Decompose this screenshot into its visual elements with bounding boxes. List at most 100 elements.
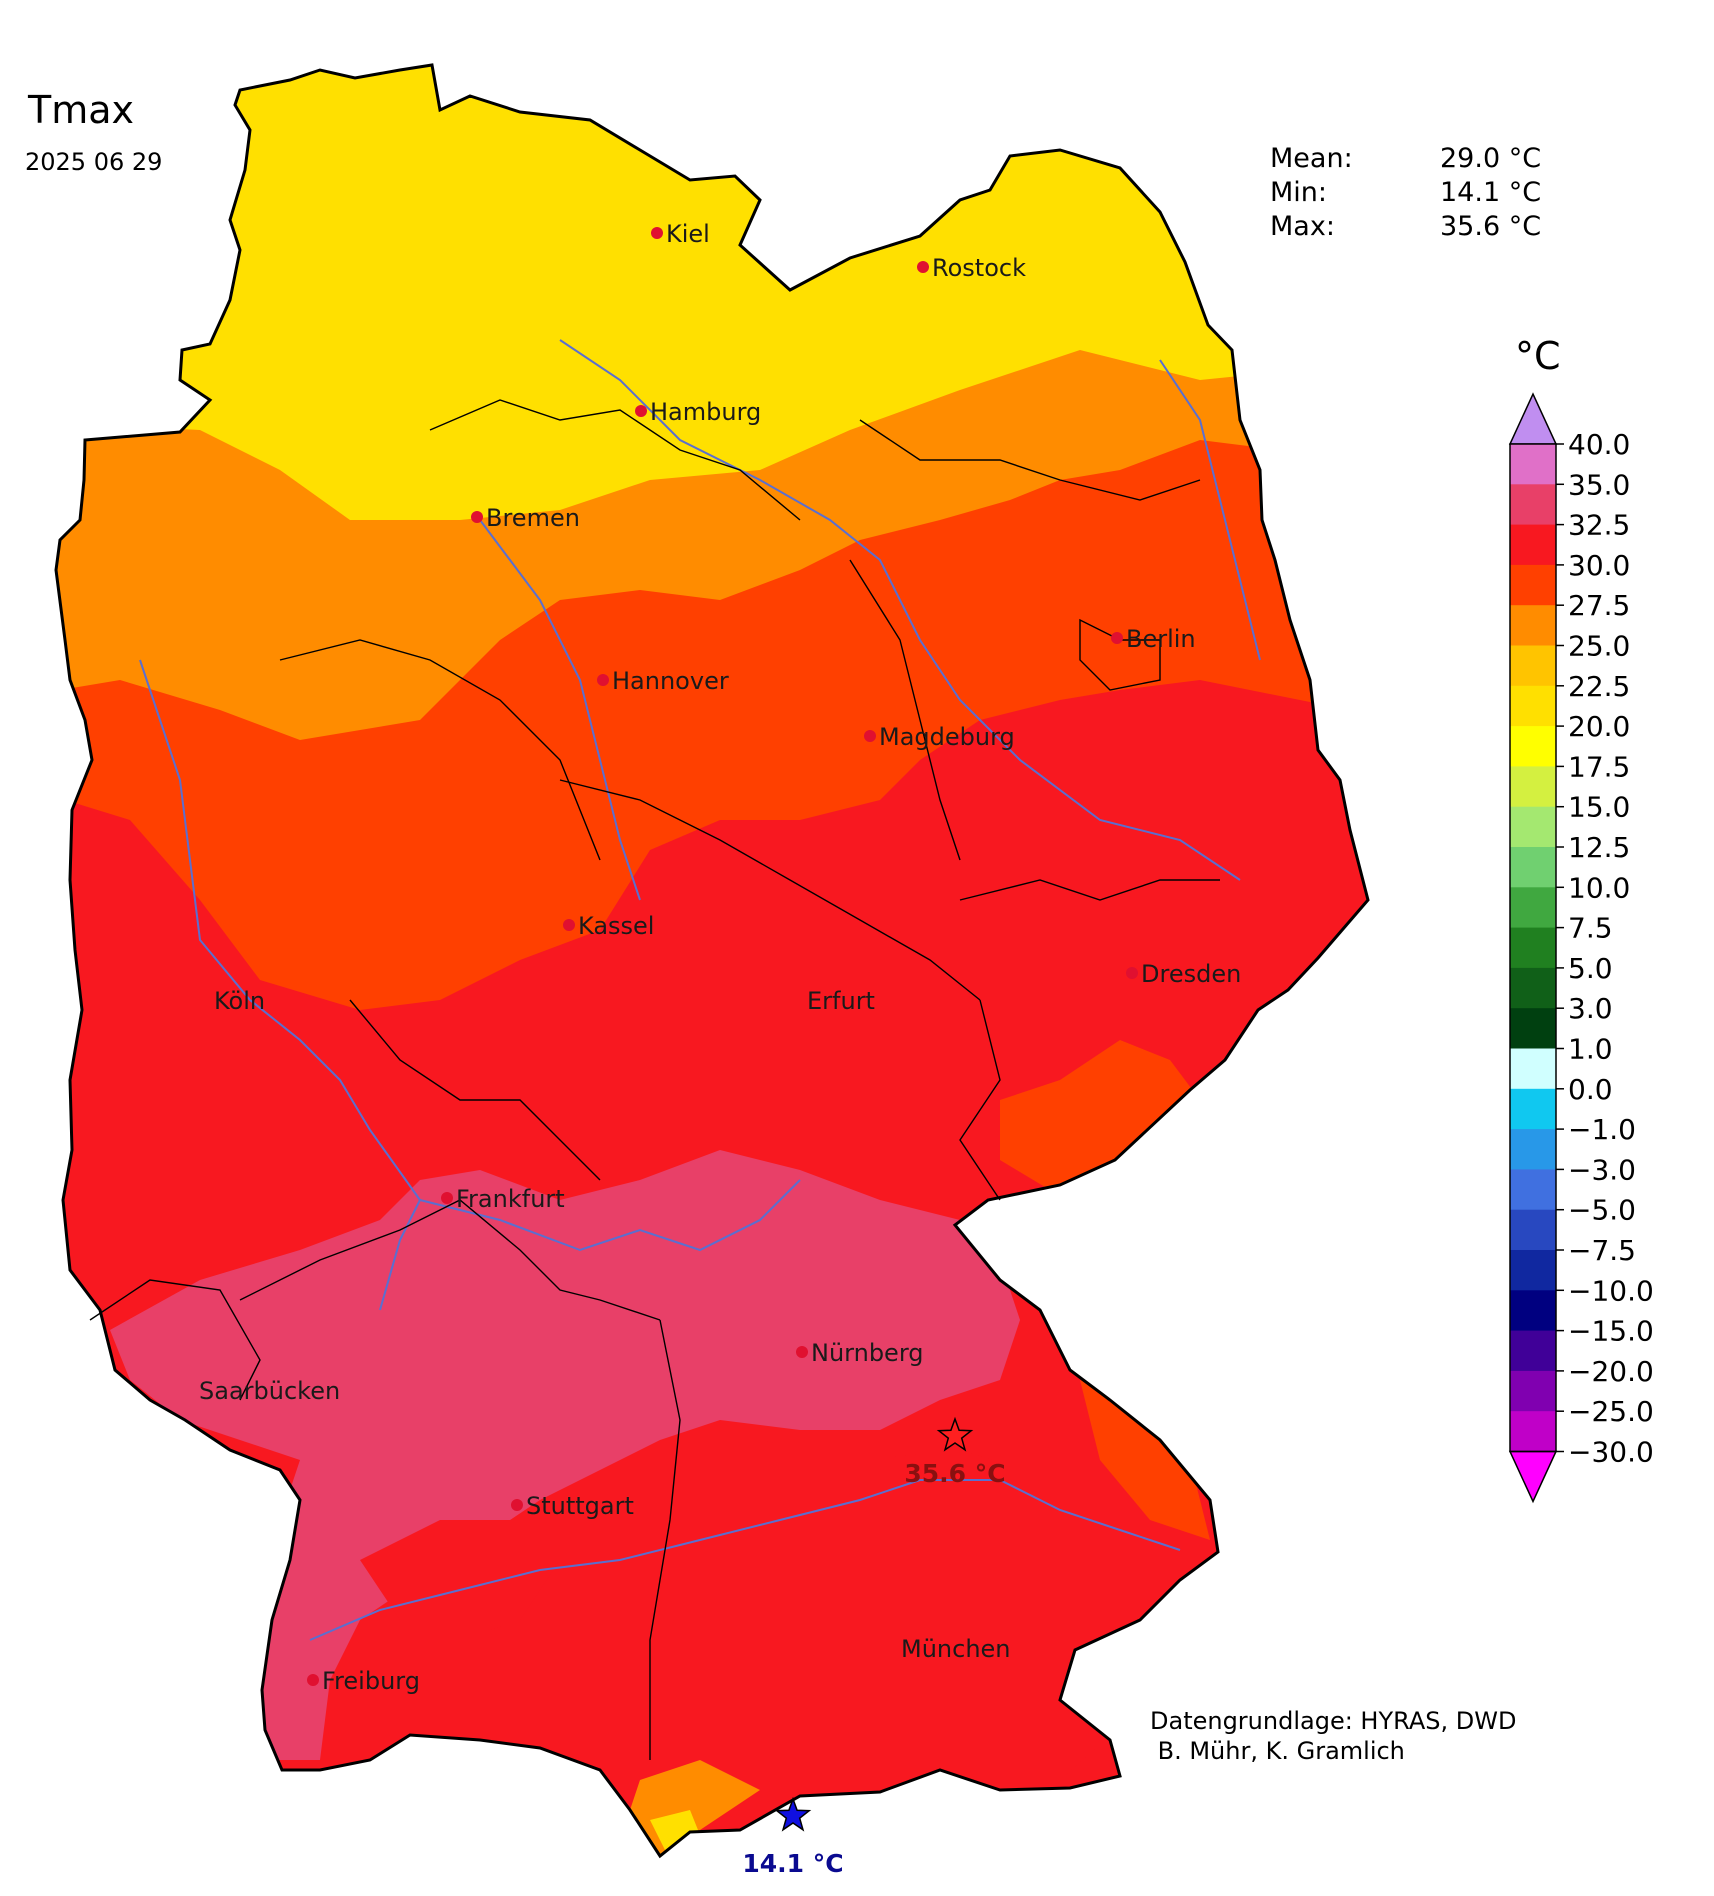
stat-mean-value: 29.0 °C [1440, 143, 1542, 174]
colorbar-tick-label: −10.0 [1568, 1274, 1654, 1307]
city-dot-icon [651, 227, 663, 239]
colorbar-band [1510, 1008, 1556, 1049]
colorbar-tick-label: 20.0 [1568, 710, 1630, 743]
city-saarbücken: Saarbücken [199, 1377, 340, 1405]
max-temp-label: 35.6 °C [904, 1459, 1005, 1488]
stat-max-value: 35.6 °C [1440, 211, 1542, 242]
city-münchen: München [901, 1635, 1011, 1663]
colorbar-tick-label: 10.0 [1568, 871, 1630, 904]
colorbar-tick-label: 25.0 [1568, 630, 1630, 663]
city-label: Hamburg [650, 398, 761, 426]
city-dot-icon [597, 674, 609, 686]
colorbar-band [1510, 1048, 1556, 1090]
germany-outline [54, 63, 1370, 1859]
colorbar-band [1510, 1169, 1556, 1211]
temperature-field [56, 65, 1368, 1856]
city-label: Freiburg [322, 1667, 420, 1695]
colorbar-over-arrow [1508, 392, 1558, 445]
city-kiel: Kiel [651, 220, 710, 248]
map-date: 2025 06 29 [25, 148, 163, 176]
colorbar-tick-label: 35.0 [1568, 468, 1630, 501]
city-label: Stuttgart [526, 1492, 634, 1520]
city-label: Bremen [486, 504, 580, 532]
colorbar-band [1510, 927, 1556, 969]
city-label: Frankfurt [456, 1185, 565, 1213]
colorbar-band [1510, 806, 1556, 848]
colorbar-tick-label: −20.0 [1568, 1355, 1654, 1388]
city-nürnberg: Nürnberg [796, 1339, 924, 1367]
colorbar-tick-label: 15.0 [1568, 791, 1630, 824]
city-dot-icon [1111, 632, 1123, 644]
credits: Datengrundlage: HYRAS, DWD B. Mühr, K. G… [1150, 1706, 1516, 1766]
colorbar-tick-label: 22.5 [1568, 670, 1630, 703]
city-label: Erfurt [807, 987, 875, 1015]
stat-max-label: Max: [1270, 211, 1335, 242]
colorbar-band [1510, 1129, 1556, 1170]
colorbar-band [1510, 564, 1556, 606]
min-star-icon [774, 1796, 812, 1832]
city-frankfurt: Frankfurt [441, 1185, 565, 1213]
map-title: Tmax [28, 88, 135, 132]
colorbar-tick-label: 12.5 [1568, 831, 1630, 864]
city-label: Kiel [666, 220, 710, 248]
city-dot-icon [471, 511, 483, 523]
colorbar-band [1510, 484, 1556, 526]
colorbar-band [1510, 847, 1556, 888]
city-stuttgart: Stuttgart [511, 1492, 634, 1520]
colorbar-tick-label: 17.5 [1568, 750, 1630, 783]
city-label: Nürnberg [811, 1339, 924, 1367]
city-dot-icon [635, 405, 647, 417]
colorbar-tick-label: 40.0 [1568, 428, 1630, 461]
city-erfurt: Erfurt [807, 987, 875, 1015]
min-marker: 14.1 °C [742, 1796, 844, 1878]
min-temp-label: 14.1 °C [742, 1849, 843, 1878]
colorbar-band [1510, 685, 1556, 727]
colorbar-band [1510, 967, 1556, 1009]
stat-mean-label: Mean: [1270, 143, 1353, 174]
city-label: Köln [214, 987, 265, 1015]
rivers [139, 339, 1261, 1641]
colorbar-tick-label: 0.0 [1568, 1073, 1613, 1106]
colorbar-tick-label: −3.0 [1568, 1153, 1636, 1186]
city-dot-icon [796, 1346, 808, 1358]
city-berlin: Berlin [1111, 625, 1196, 653]
city-dot-icon [563, 919, 575, 931]
city-dot-icon [1126, 967, 1138, 979]
colorbar-tick-label: 1.0 [1568, 1033, 1613, 1066]
colorbar-band [1510, 1330, 1556, 1372]
city-layer: Kiel Rostock Hamburg Bremen Berlin Hannover Ma… [199, 220, 1241, 1695]
stat-min-label: Min: [1270, 177, 1328, 208]
city-label: München [901, 1635, 1011, 1663]
colorbar-band [1510, 1209, 1556, 1251]
colorbar-tick-label: 5.0 [1568, 952, 1613, 985]
colorbar-tick-label: 27.5 [1568, 589, 1630, 622]
city-köln: Köln [214, 987, 265, 1015]
max-marker: 35.6 °C [904, 1416, 1006, 1488]
city-hamburg: Hamburg [635, 398, 761, 426]
city-dresden: Dresden [1126, 960, 1241, 988]
city-kassel: Kassel [563, 912, 654, 940]
city-dot-icon [511, 1499, 523, 1511]
colorbar-unit: °C [1515, 334, 1561, 378]
colorbar-tick-label: −5.0 [1568, 1194, 1636, 1227]
colorbar-band [1510, 444, 1556, 485]
state-borders [89, 399, 1220, 1760]
credits-line-2: B. Mühr, K. Gramlich [1150, 1737, 1405, 1765]
colorbar-frame [1509, 443, 1557, 1453]
colorbar-band [1510, 1250, 1556, 1291]
colorbar-band [1510, 766, 1556, 808]
max-star-icon [936, 1416, 974, 1452]
city-label: Magdeburg [879, 723, 1015, 751]
colorbar: 40.0 35.0 32.5 30.0 27.5 25.0 22.5 20.0 17.5 15.0… [1508, 392, 1654, 1504]
city-freiburg: Freiburg [307, 1667, 420, 1695]
colorbar-tick-label: 7.5 [1568, 912, 1613, 945]
colorbar-band [1510, 726, 1556, 767]
city-dot-icon [307, 1674, 319, 1686]
colorbar-tick-label: −15.0 [1568, 1315, 1654, 1348]
colorbar-tick-label: −30.0 [1568, 1436, 1654, 1469]
colorbar-band [1510, 1290, 1556, 1332]
city-label: Hannover [612, 667, 729, 695]
colorbar-tick-label: −1.0 [1568, 1113, 1636, 1146]
city-dot-icon [441, 1192, 453, 1204]
